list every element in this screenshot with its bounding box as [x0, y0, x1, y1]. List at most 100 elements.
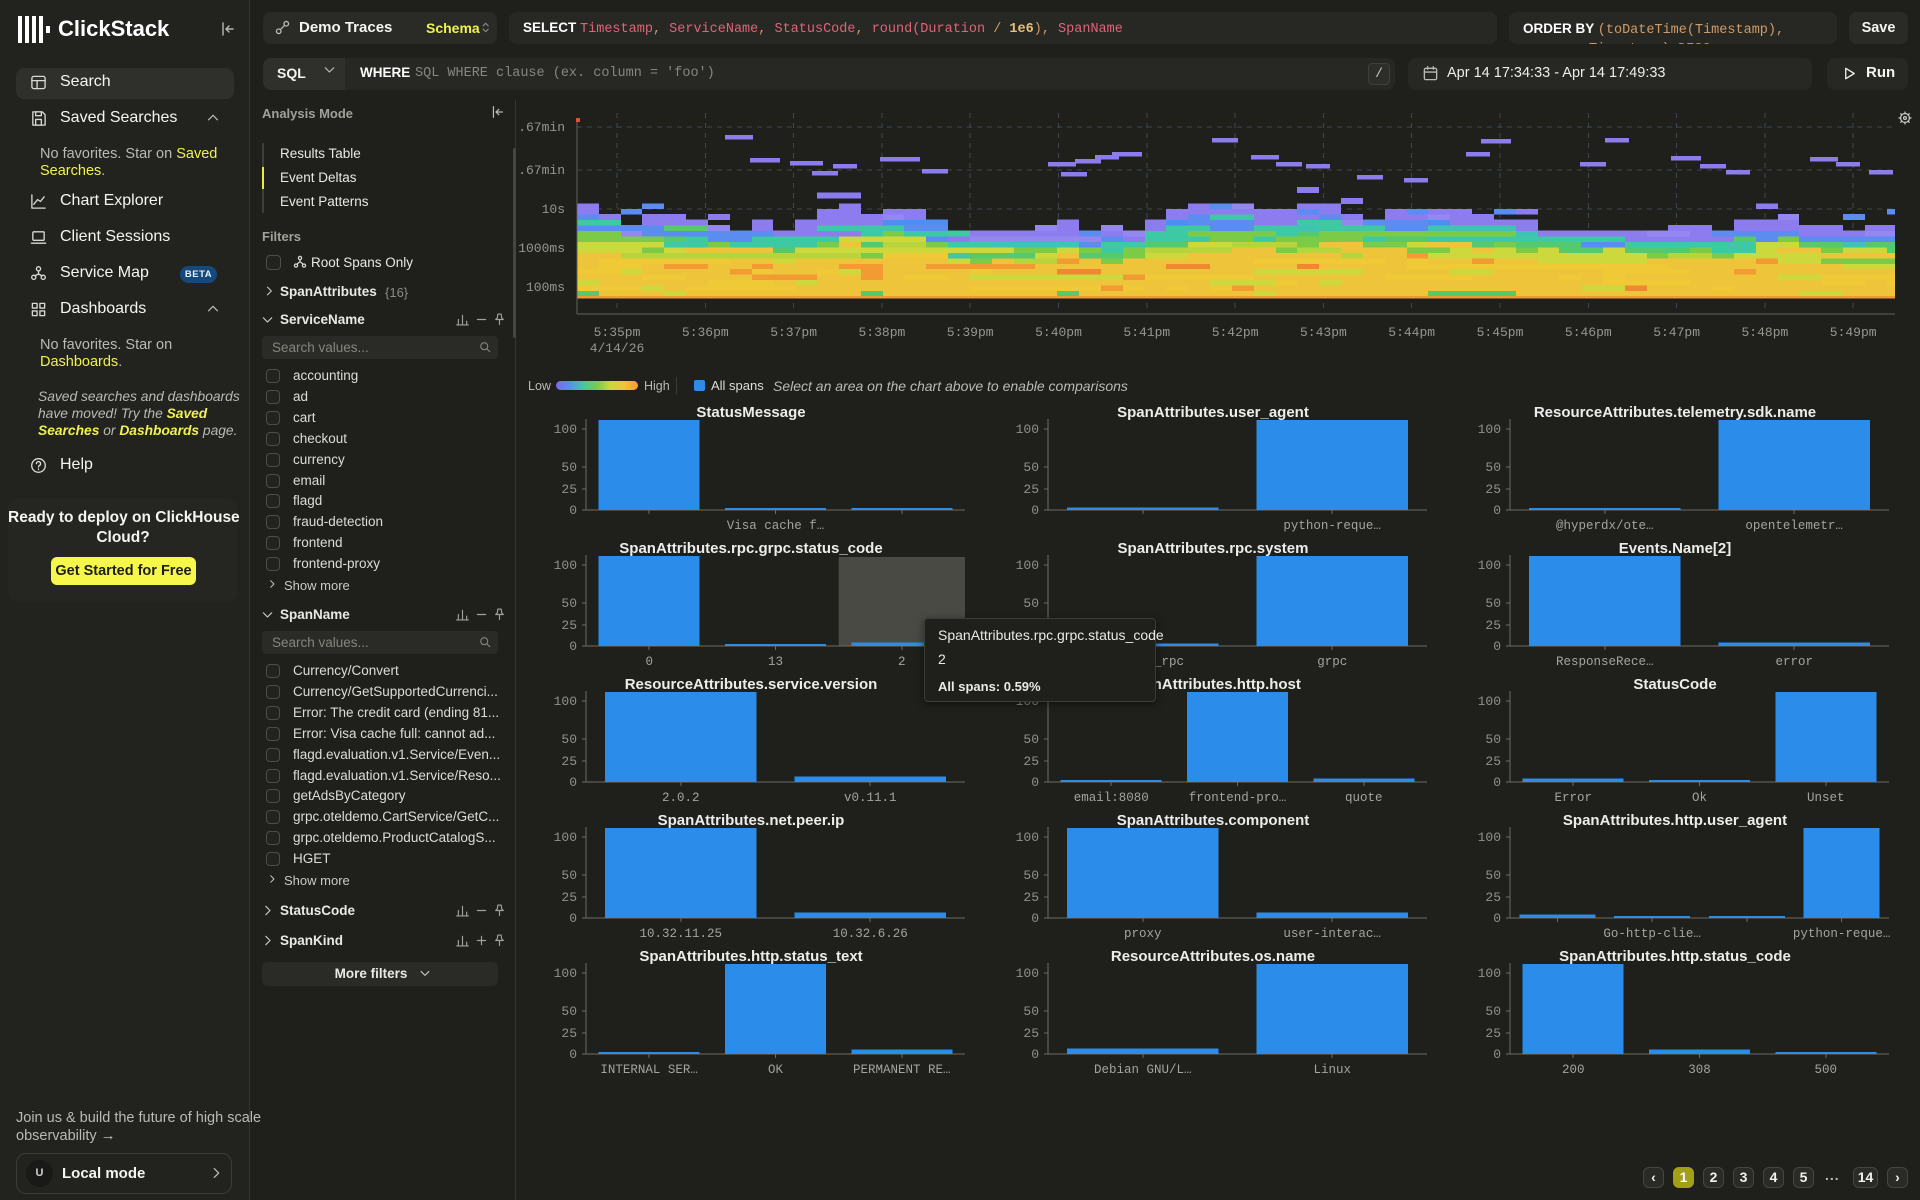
svg-text:@hyperdx/ote…: @hyperdx/ote… — [1556, 519, 1654, 533]
svg-text:50: 50 — [1023, 868, 1039, 883]
svg-text:50: 50 — [561, 1004, 577, 1019]
svg-text:25: 25 — [561, 1026, 577, 1041]
svg-text:5:46pm: 5:46pm — [1565, 325, 1612, 340]
svg-text:50: 50 — [1023, 596, 1039, 611]
svg-text:25: 25 — [1485, 890, 1501, 905]
svg-text:100: 100 — [1478, 422, 1501, 437]
svg-text:25: 25 — [1023, 1026, 1039, 1041]
svg-text:opentelemetr…: opentelemetr… — [1745, 519, 1843, 533]
svg-text:email:8080: email:8080 — [1074, 791, 1149, 805]
svg-text:5:42pm: 5:42pm — [1212, 325, 1259, 340]
svg-text:0: 0 — [1031, 775, 1039, 790]
svg-text:error: error — [1775, 655, 1813, 669]
svg-text:StatusCode: StatusCode — [1633, 676, 1716, 693]
svg-text:25: 25 — [1485, 754, 1501, 769]
svg-text:50: 50 — [561, 868, 577, 883]
svg-text:Unset: Unset — [1807, 791, 1845, 805]
svg-text:0: 0 — [645, 655, 653, 669]
svg-text:100: 100 — [1478, 694, 1501, 709]
svg-text:10.32.6.26: 10.32.6.26 — [833, 927, 908, 941]
svg-text:100: 100 — [554, 694, 577, 709]
svg-text:python-reque…: python-reque… — [1283, 519, 1381, 533]
svg-text:SpanAttributes.http.status_cod: SpanAttributes.http.status_code — [1559, 948, 1791, 965]
svg-text:StatusMessage: StatusMessage — [696, 404, 805, 421]
svg-text:50: 50 — [561, 732, 577, 747]
svg-text:5:44pm: 5:44pm — [1388, 325, 1435, 340]
svg-text:25: 25 — [1485, 1026, 1501, 1041]
svg-text:10s: 10s — [542, 202, 565, 217]
svg-text:25: 25 — [1023, 890, 1039, 905]
svg-text:50: 50 — [1023, 732, 1039, 747]
svg-text:0: 0 — [569, 911, 577, 926]
svg-text:25: 25 — [1023, 754, 1039, 769]
svg-text:0: 0 — [1031, 503, 1039, 518]
svg-text:5:35pm: 5:35pm — [594, 325, 641, 340]
svg-text:OK: OK — [768, 1063, 784, 1077]
svg-text:500: 500 — [1815, 1063, 1838, 1077]
svg-text:0: 0 — [569, 503, 577, 518]
svg-text:0: 0 — [1493, 503, 1501, 518]
svg-text:Linux: Linux — [1313, 1063, 1351, 1077]
svg-text:100: 100 — [1016, 830, 1039, 845]
svg-text:proxy: proxy — [1124, 927, 1162, 941]
svg-text:Error: Error — [1554, 791, 1592, 805]
svg-text:SpanAttributes.http.status_tex: SpanAttributes.http.status_text — [639, 948, 862, 965]
svg-text:2: 2 — [898, 655, 906, 669]
svg-text:25: 25 — [1485, 482, 1501, 497]
svg-text:ResourceAttributes.os.name: ResourceAttributes.os.name — [1111, 948, 1315, 965]
svg-text:10.32.11.25: 10.32.11.25 — [640, 927, 723, 941]
svg-text:0: 0 — [1493, 775, 1501, 790]
svg-text:25: 25 — [1485, 618, 1501, 633]
svg-text:Debian GNU/L…: Debian GNU/L… — [1094, 1063, 1192, 1077]
svg-text:100: 100 — [1478, 966, 1501, 981]
svg-text:.67min: .67min — [518, 120, 565, 135]
svg-text:ResourceAttributes.service.ver: ResourceAttributes.service.version — [625, 676, 878, 693]
svg-text:50: 50 — [1485, 732, 1501, 747]
svg-text:5:47pm: 5:47pm — [1653, 325, 1700, 340]
svg-text:user-interac…: user-interac… — [1283, 927, 1381, 941]
svg-text:100: 100 — [554, 966, 577, 981]
svg-text:SpanAttributes.user_agent: SpanAttributes.user_agent — [1117, 404, 1309, 421]
svg-text:ResponseRece…: ResponseRece… — [1556, 655, 1654, 669]
svg-text:100: 100 — [1016, 966, 1039, 981]
svg-text:2.0.2: 2.0.2 — [662, 791, 700, 805]
svg-text:25: 25 — [561, 618, 577, 633]
svg-text:100: 100 — [1016, 422, 1039, 437]
svg-text:Ok: Ok — [1692, 791, 1707, 805]
svg-text:SpanAttributes.net.peer.ip: SpanAttributes.net.peer.ip — [658, 812, 845, 829]
svg-text:5:41pm: 5:41pm — [1123, 325, 1170, 340]
svg-text:5:49pm: 5:49pm — [1830, 325, 1877, 340]
svg-text:SpanAttributes.http.host: SpanAttributes.http.host — [1125, 676, 1301, 693]
svg-text:quote: quote — [1345, 791, 1383, 805]
svg-text:0: 0 — [569, 639, 577, 654]
svg-text:50: 50 — [1485, 460, 1501, 475]
svg-text:python-reque…: python-reque… — [1793, 927, 1891, 941]
svg-text:200: 200 — [1562, 1063, 1585, 1077]
svg-text:ResourceAttributes.telemetry.s: ResourceAttributes.telemetry.sdk.name — [1534, 404, 1816, 421]
svg-text:50: 50 — [1485, 596, 1501, 611]
svg-text:25: 25 — [1023, 482, 1039, 497]
svg-text:25: 25 — [561, 482, 577, 497]
svg-text:1000ms: 1000ms — [518, 241, 565, 256]
svg-text:0: 0 — [1493, 911, 1501, 926]
svg-text:5:36pm: 5:36pm — [682, 325, 729, 340]
svg-text:50: 50 — [561, 460, 577, 475]
svg-text:50: 50 — [1023, 1004, 1039, 1019]
svg-text:SpanAttributes.rpc.system: SpanAttributes.rpc.system — [1118, 540, 1309, 557]
svg-text:5:39pm: 5:39pm — [947, 325, 994, 340]
svg-text:grpc: grpc — [1317, 655, 1347, 669]
svg-text:100: 100 — [554, 422, 577, 437]
svg-text:100ms: 100ms — [526, 280, 565, 295]
svg-text:v0.11.1: v0.11.1 — [844, 791, 897, 805]
svg-text:100: 100 — [554, 830, 577, 845]
svg-text:0: 0 — [1031, 1047, 1039, 1062]
svg-text:4/14/26: 4/14/26 — [590, 341, 645, 356]
svg-text:0: 0 — [1031, 911, 1039, 926]
svg-text:Go-http-clie…: Go-http-clie… — [1603, 927, 1701, 941]
svg-text:25: 25 — [561, 754, 577, 769]
svg-text:5:43pm: 5:43pm — [1300, 325, 1347, 340]
svg-text:25: 25 — [561, 890, 577, 905]
svg-text:100: 100 — [1478, 830, 1501, 845]
svg-text:13: 13 — [768, 655, 783, 669]
svg-text:100: 100 — [1016, 558, 1039, 573]
